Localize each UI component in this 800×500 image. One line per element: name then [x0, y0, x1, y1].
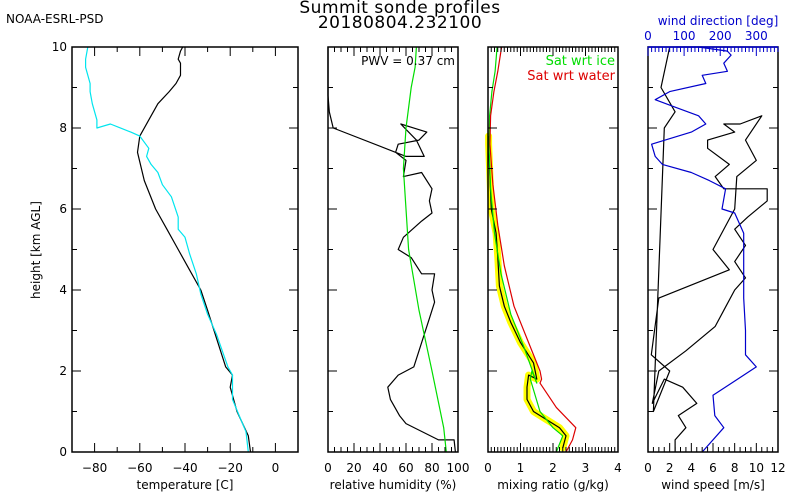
x-tick-label: 60 [398, 461, 413, 475]
x-tick-label: 2 [549, 461, 557, 475]
y-tick-label: 4 [59, 283, 67, 297]
x-tick-label: 100 [447, 461, 470, 475]
y-tick-label: 8 [59, 121, 67, 135]
panel-mixing_ratio [485, 46, 619, 453]
x-tick-label: 0 [484, 461, 492, 475]
chart-title: Summit sonde profiles [299, 0, 501, 18]
series-mixing_ratio [488, 136, 567, 449]
series-wind_direction [650, 46, 757, 453]
legend-sat-wrt-ice: Sat wrt ice [546, 54, 615, 69]
x-tick-label: 0 [324, 461, 332, 475]
y-tick-label: 2 [59, 364, 67, 378]
y-axis-label: height [km AGL] [29, 201, 43, 299]
x-axis-label: wind speed [m/s] [661, 478, 765, 492]
x-tick-label: 80 [424, 461, 439, 475]
y-tick-label: 6 [59, 202, 67, 216]
x-tick-label: 12 [770, 461, 785, 475]
plot-frame [71, 46, 299, 453]
legend-sat-wrt-water: Sat wrt water [527, 69, 615, 84]
top-tick-label: 0 [644, 29, 652, 43]
panel-relative_humidity [327, 46, 459, 453]
series-dewpoint [84, 46, 249, 453]
x-tick-label: 4 [688, 461, 696, 475]
series-rh [327, 47, 456, 453]
x-tick-label: −40 [172, 461, 197, 475]
x-tick-label: 2 [666, 461, 674, 475]
top-axis-label: wind direction [deg] [658, 14, 779, 28]
panel-wind [647, 46, 779, 453]
organization-label: NOAA-ESRL-PSD [6, 12, 104, 26]
y-tick-label: 0 [59, 445, 67, 459]
x-tick-label: 0 [272, 461, 280, 475]
series-rh_wrt_ice [402, 46, 447, 453]
plot-frame [327, 46, 459, 453]
series-sat_wrt_water [489, 46, 577, 453]
panel-temperature [71, 46, 299, 453]
plot-frame [487, 46, 619, 453]
x-tick-label: 6 [709, 461, 717, 475]
chart-subtitle: 20180804.232100 [317, 13, 483, 33]
top-tick-label: 200 [709, 29, 732, 43]
x-tick-label: −20 [218, 461, 243, 475]
x-tick-label: 1 [517, 461, 525, 475]
series-temperature [136, 46, 252, 453]
x-axis-label: mixing ratio (g/kg) [497, 478, 609, 492]
y-tick-label: 10 [52, 40, 67, 54]
top-tick-label: 300 [745, 29, 768, 43]
x-tick-label: 0 [644, 461, 652, 475]
x-tick-label: 20 [346, 461, 361, 475]
x-tick-label: 10 [749, 461, 764, 475]
x-tick-label: 3 [582, 461, 590, 475]
x-axis-label: temperature [C] [137, 478, 234, 492]
pwv-annotation: PWV = 0.37 cm [361, 54, 455, 68]
x-tick-label: 8 [731, 461, 739, 475]
top-tick-label: 100 [673, 29, 696, 43]
x-tick-label: 40 [372, 461, 387, 475]
x-tick-label: 4 [614, 461, 622, 475]
series-wind_speed [650, 46, 768, 452]
x-axis-label: relative humidity (%) [330, 478, 457, 492]
x-tick-label: −80 [82, 461, 107, 475]
x-tick-label: −60 [127, 461, 152, 475]
series-sat_wrt_ice [488, 46, 564, 453]
